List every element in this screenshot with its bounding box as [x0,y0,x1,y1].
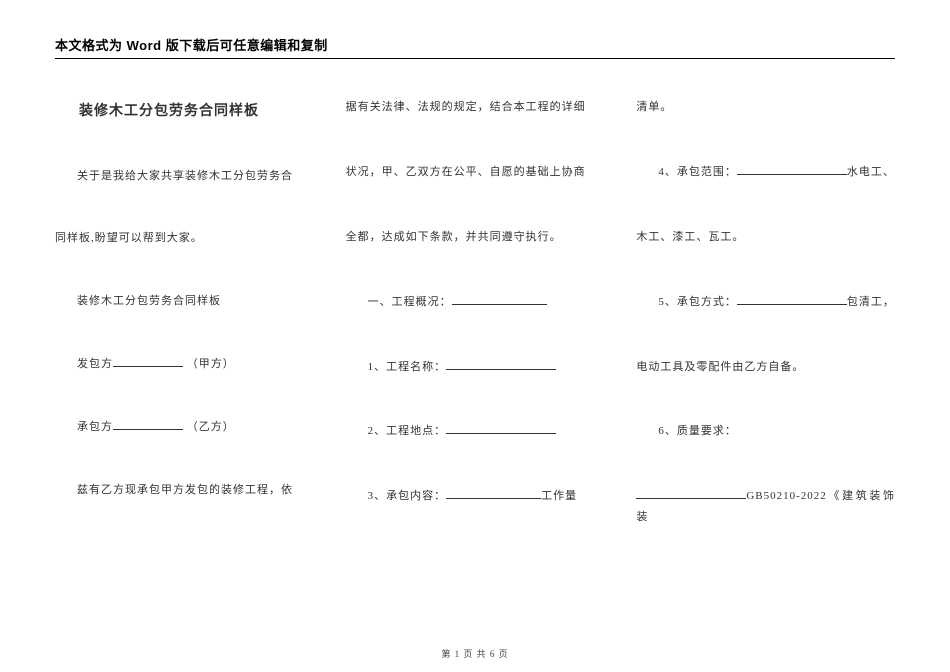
col1-p2: 装修木工分包劳务合同样板 [55,291,314,312]
col3-p6: 6、质量要求： [636,421,895,442]
blank-field [113,357,183,367]
col3-p4a: 5、承包方式： [658,296,737,308]
blank-field [446,360,556,370]
blank-field [452,295,547,305]
col1-p5: 兹有乙方现承包甲方发包的装修工程，依 [55,480,314,501]
header-notice: 本文格式为 Word 版下载后可任意编辑和复制 [55,35,895,59]
column-1: 装修木工分包劳务合同样板 关于是我给大家共享装修木工分包劳务合 同样板,盼望可以… [55,97,314,572]
col1-p1b: 同样板,盼望可以帮到大家。 [55,228,314,249]
col2-p2: 状况，甲、乙双方在公平、自愿的基础上协商 [346,162,605,183]
col2-p6a: 2、工程地点： [368,425,447,437]
col1-p4: 承包方 （乙方） [55,417,314,438]
col1-p3b: （甲方） [187,358,235,370]
blank-field [636,489,746,499]
col3-p1: 清单。 [636,97,895,118]
col3-p2: 4、承包范围： 水电工、 [636,162,895,183]
col2-p7: 3、承包内容： 工作量 [346,486,605,507]
col2-p5a: 1、工程名称： [368,361,447,373]
col1-p1: 关于是我给大家共享装修木工分包劳务合 [55,166,314,187]
col2-p5: 1、工程名称： [346,357,605,378]
blank-field [113,420,183,430]
col3-p5: 电动工具及零配件由乙方自备。 [636,357,895,378]
col1-p1a: 关于是我给大家共享装修木工分包劳务合 [55,166,314,187]
col2-p3: 全都，达成如下条款，并共同遵守执行。 [346,227,605,248]
page-footer: 第 1 页 共 6 页 [0,647,950,660]
blank-field [737,295,847,305]
col2-p6: 2、工程地点： [346,421,605,442]
col3-p2a: 4、承包范围： [658,166,737,178]
col2-p4a: 一、工程概况： [368,296,452,308]
col1-p3: 发包方 （甲方） [55,354,314,375]
column-3: 清单。 4、承包范围： 水电工、 木工、漆工、瓦工。 5、承包方式： 包清工， 电动… [636,97,895,572]
col1-p4a: 承包方 [77,421,113,433]
doc-title: 装修木工分包劳务合同样板 [79,97,314,124]
col3-p7: GB50210-2022《建筑装饰装 [636,486,895,528]
col3-p4: 5、承包方式： 包清工， [636,292,895,313]
document-page: 本文格式为 Word 版下载后可任意编辑和复制 装修木工分包劳务合同样板 关于是… [0,0,950,672]
col2-p7b: 工作量 [541,490,577,502]
col3-p4b: 包清工， [847,296,895,308]
col2-p7a: 3、承包内容： [368,490,447,502]
blank-field [737,165,847,175]
content-columns: 装修木工分包劳务合同样板 关于是我给大家共享装修木工分包劳务合 同样板,盼望可以… [55,97,895,572]
col2-p4: 一、工程概况： [346,292,605,313]
column-2: 据有关法律、法规的规定，结合本工程的详细 状况，甲、乙双方在公平、自愿的基础上协… [346,97,605,572]
col2-p1: 据有关法律、法规的规定，结合本工程的详细 [346,97,605,118]
col3-p3: 木工、漆工、瓦工。 [636,227,895,248]
blank-field [446,489,541,499]
col1-p4b: （乙方） [187,421,235,433]
blank-field [446,425,556,435]
col1-p3a: 发包方 [77,358,113,370]
col3-p2b: 水电工、 [847,166,895,178]
